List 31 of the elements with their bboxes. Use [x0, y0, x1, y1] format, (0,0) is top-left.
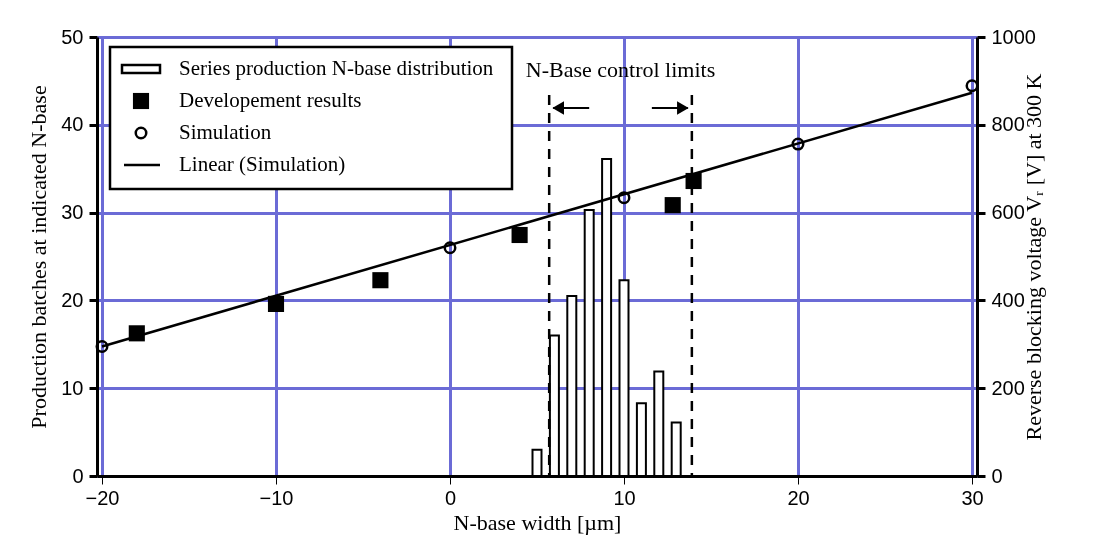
point [511, 226, 528, 244]
y-axis-title: Production batches at indicated N-base [26, 85, 52, 429]
y2-tick-label: 400 [991, 288, 1025, 311]
legend-label: Simulation [179, 120, 272, 144]
point [267, 295, 285, 312]
y-tick-label: 30 [61, 201, 84, 224]
point [95, 340, 109, 353]
x-axis-title: N-base width [µm] [453, 509, 622, 535]
y2-tick-label: 600 [991, 201, 1025, 224]
x-tick-label: 30 [961, 486, 984, 509]
x-tick-label: 10 [613, 486, 636, 509]
x-tick-label: 0 [444, 486, 457, 509]
point [664, 197, 681, 214]
y-tick-label: 50 [61, 25, 84, 48]
y-tick-label: 10 [61, 376, 84, 399]
point [443, 241, 457, 255]
y-tick-label: 40 [61, 113, 84, 136]
y2-tick-label: 0 [991, 464, 1003, 487]
point [372, 272, 389, 289]
x-tick-label: 20 [787, 486, 810, 509]
point [617, 191, 631, 205]
y2-tick-label: 1000 [991, 25, 1036, 48]
legend-label: Series production N-base distribution [179, 56, 494, 80]
x-tick-label: −10 [259, 486, 294, 509]
x-tick-label: −20 [85, 486, 120, 509]
legend-label: Linear (Simulation) [179, 152, 346, 176]
y-tick-label: 20 [61, 288, 84, 311]
point [791, 137, 805, 151]
legend-label: Developement results [179, 88, 362, 112]
y2-tick-label: 800 [991, 113, 1025, 136]
y-tick-label: 0 [72, 464, 84, 487]
